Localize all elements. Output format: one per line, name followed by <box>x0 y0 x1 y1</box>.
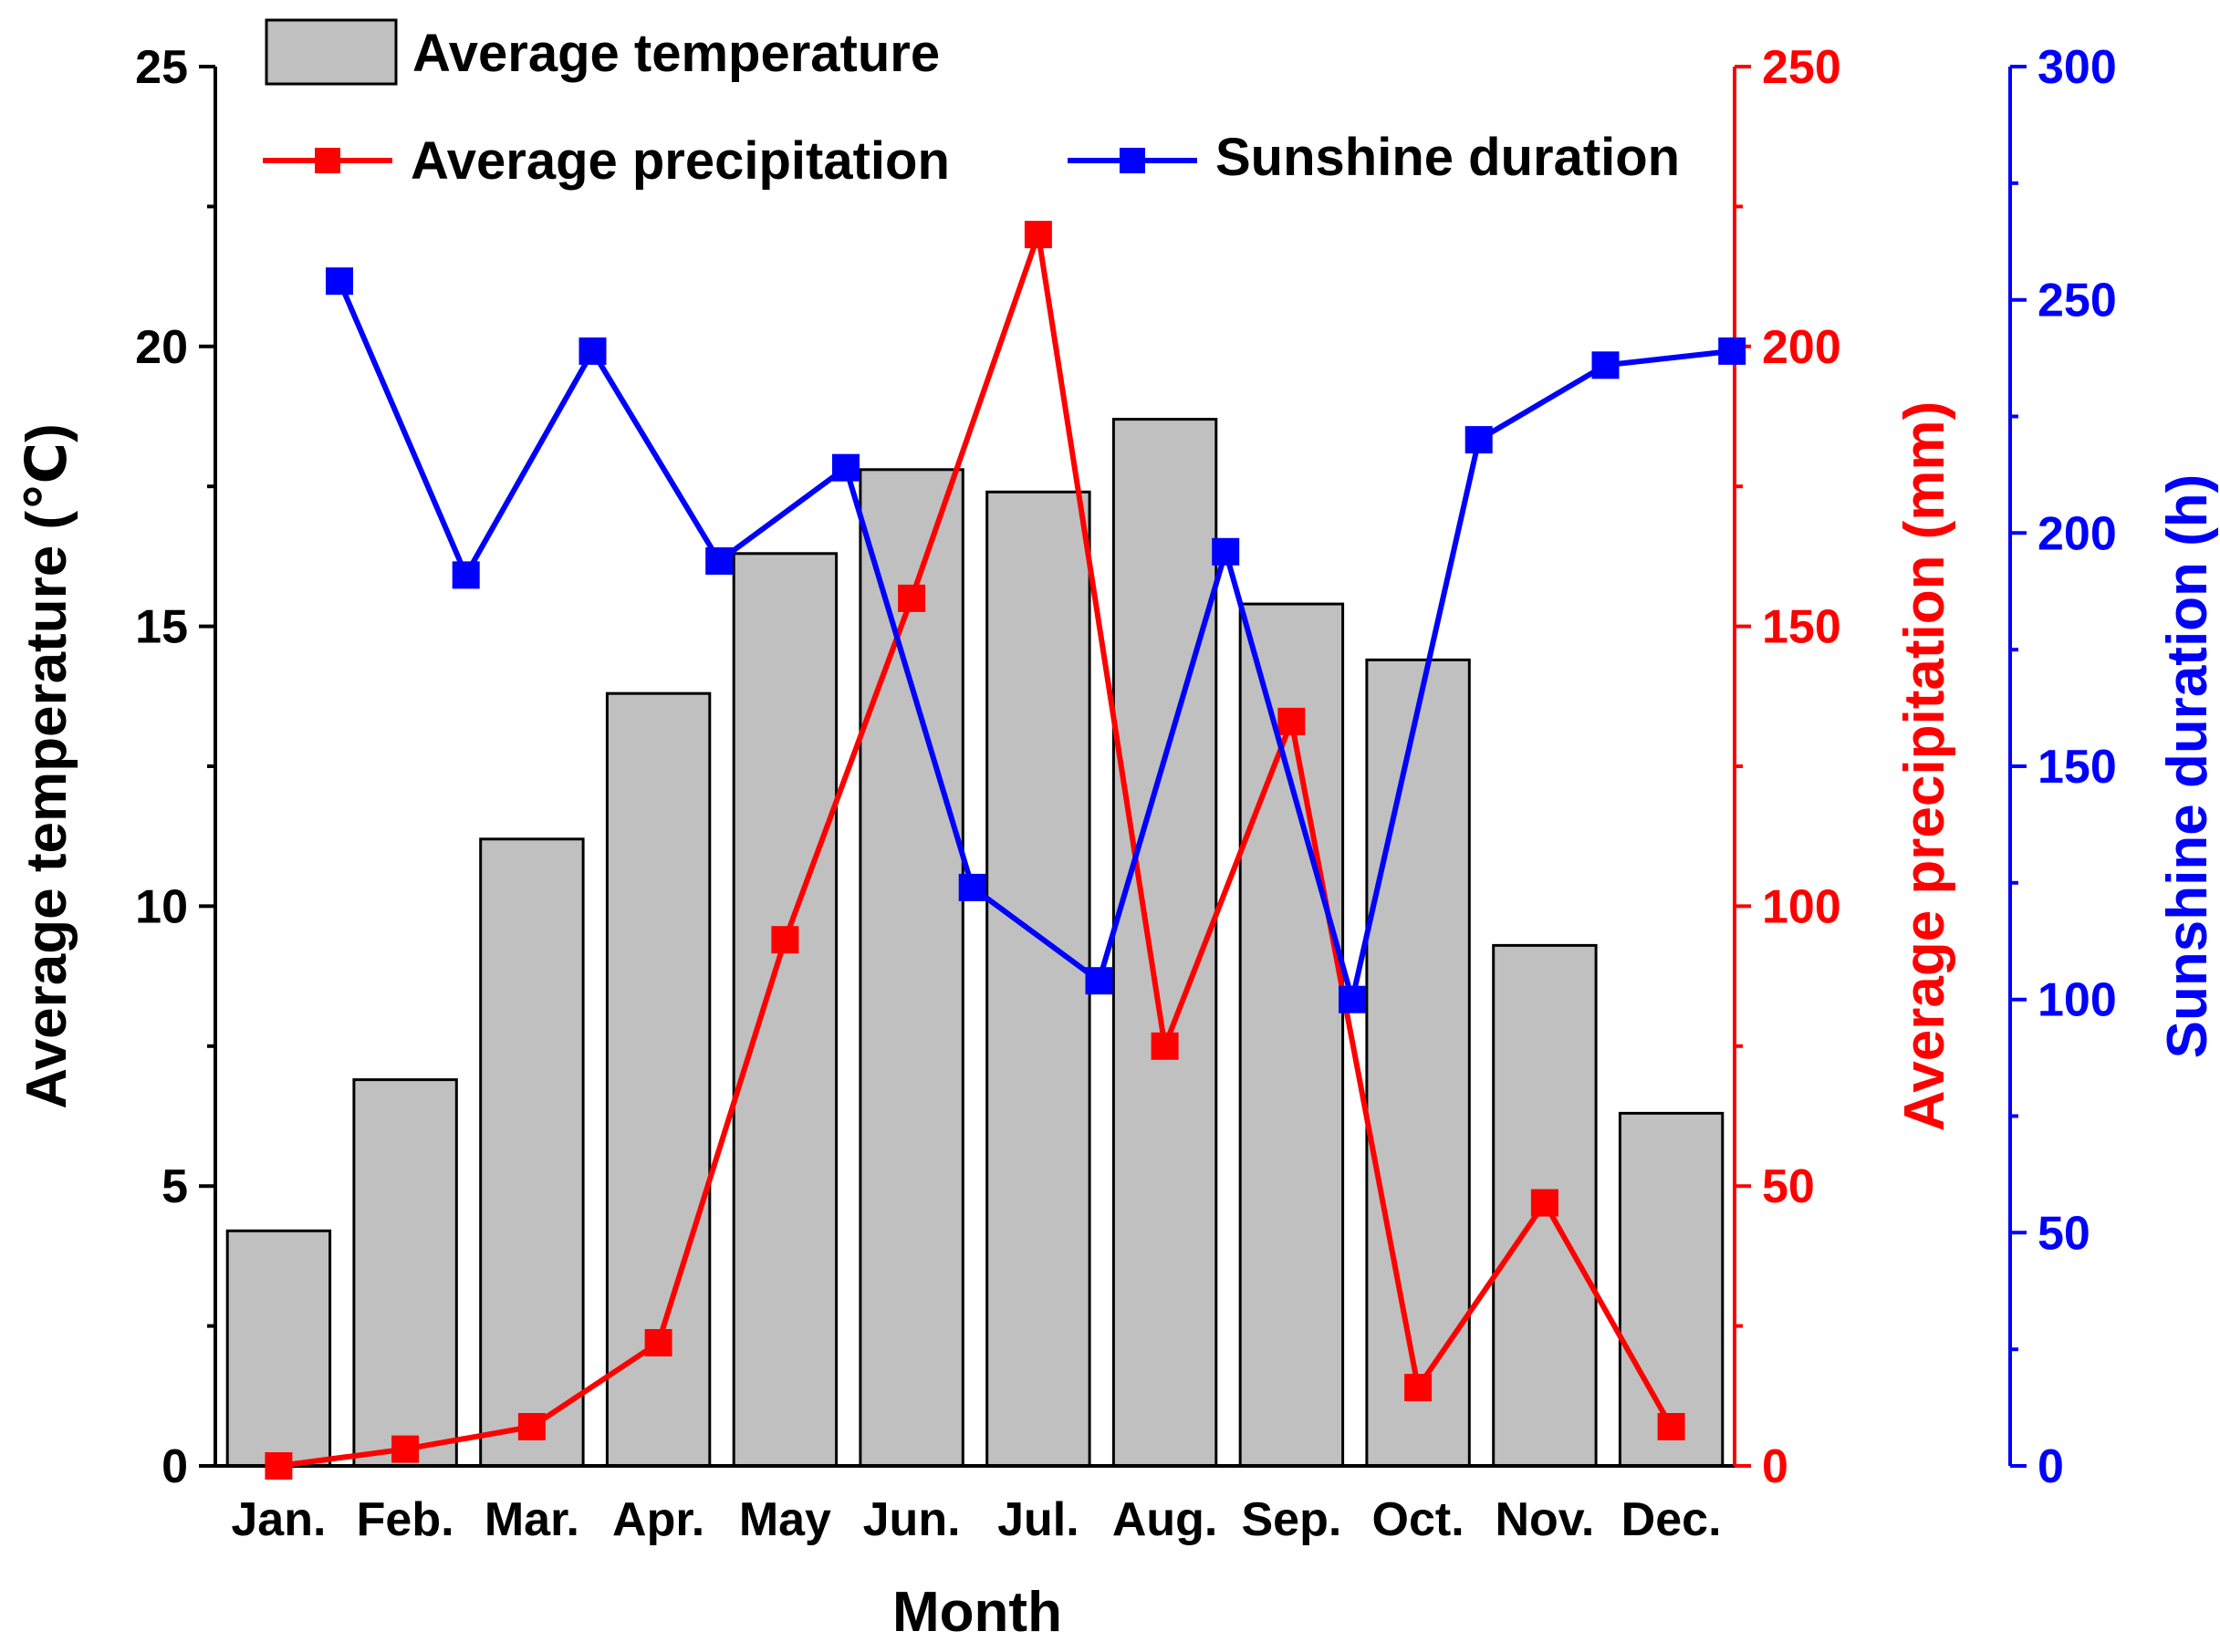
sunshine-marker <box>832 453 860 482</box>
legend-temperature-label: Average temperature <box>412 24 940 83</box>
y-right1-tick-label: 150 <box>1762 601 1841 654</box>
precipitation-marker <box>391 1435 420 1463</box>
precipitation-marker <box>1277 707 1306 735</box>
y-right2-tick-label: 0 <box>2038 1440 2064 1493</box>
legend-precipitation-label: Average precipitation <box>411 131 950 191</box>
temperature-bar <box>1111 418 1218 1468</box>
legend-sunshine-marker <box>1120 148 1145 173</box>
sunshine-marker <box>1591 351 1620 379</box>
y-left-tick-label: 5 <box>162 1160 188 1213</box>
x-tick-label: Jul. <box>997 1493 1079 1546</box>
precipitation-marker <box>1151 1032 1179 1060</box>
sunshine-marker <box>452 561 480 589</box>
x-tick-label: Jan. <box>231 1493 326 1546</box>
temperature-bars <box>225 418 1725 1468</box>
y-left-tick-label: 20 <box>135 321 188 374</box>
y-right1-tick-label: 250 <box>1762 41 1841 94</box>
precipitation-marker <box>1404 1374 1433 1402</box>
temperature-bar <box>732 552 839 1468</box>
temperature-bar <box>479 837 585 1468</box>
y-right2-tick-label: 100 <box>2038 974 2117 1027</box>
x-axis-title: Month <box>892 1581 1062 1644</box>
x-tick-label: Feb. <box>357 1493 454 1546</box>
x-tick-label: Nov. <box>1495 1493 1594 1546</box>
y-axis-left-title: Average temperature (℃) <box>16 423 78 1109</box>
sunshine-marker <box>958 873 986 901</box>
precipitation-marker <box>898 584 926 612</box>
y-right2-tick-label: 250 <box>2038 275 2117 327</box>
sunshine-marker <box>578 337 607 365</box>
precipitation-marker <box>1024 221 1052 249</box>
temperature-bar <box>985 490 1091 1468</box>
y-right2-tick-label: 150 <box>2038 741 2117 794</box>
x-tick-label: Sep. <box>1241 1493 1341 1546</box>
precipitation-marker <box>1657 1413 1685 1440</box>
temperature-bar <box>1618 1111 1725 1468</box>
x-tick-label: Dec. <box>1621 1493 1722 1546</box>
x-tick-label: Aug. <box>1112 1493 1218 1546</box>
precipitation-marker <box>265 1452 293 1480</box>
temperature-bar <box>1365 658 1471 1468</box>
temperature-bar <box>859 468 964 1468</box>
temperature-bar <box>225 1229 332 1468</box>
legend-sunshine-label: Sunshine duration <box>1215 128 1680 187</box>
y-right2-tick-label: 300 <box>2038 41 2117 94</box>
legend: Average temperature Average precipitatio… <box>263 18 1680 191</box>
y-right1-tick-label: 50 <box>1762 1160 1815 1213</box>
precipitation-line <box>278 232 1674 1469</box>
sunshine-marker <box>1339 985 1366 1013</box>
y-axis-right2-title: Sunshine duration (h) <box>2156 474 2219 1059</box>
sunshine-marker <box>1085 967 1113 995</box>
y-right1-tick-label: 200 <box>1762 321 1841 374</box>
precipitation-marker <box>644 1329 672 1356</box>
x-tick-label: Jun. <box>863 1493 961 1546</box>
sunshine-marker <box>326 267 353 296</box>
y-right2-tick-label: 50 <box>2038 1207 2090 1260</box>
legend-temperature-swatch <box>265 18 398 86</box>
y-left-tick-label: 10 <box>135 880 188 933</box>
axes: Jan. Feb. Mar. Apr. May Jun. Jul. Aug. Sep. Oct. N… <box>135 41 2117 1546</box>
y-left-tick-label: 15 <box>135 601 188 654</box>
y-right1-tick-label: 0 <box>1762 1440 1788 1493</box>
y-right1-tick-label: 100 <box>1762 880 1841 933</box>
x-tick-label: May <box>739 1493 831 1546</box>
sunshine-marker <box>1464 426 1493 454</box>
precipitation-marker <box>1530 1189 1558 1217</box>
y-left-tick-label: 25 <box>135 41 188 94</box>
precipitation-marker <box>771 926 799 954</box>
x-tick-label: Apr. <box>612 1493 704 1546</box>
y-right2-tick-label: 200 <box>2038 507 2117 560</box>
temperature-bar <box>352 1078 458 1468</box>
sunshine-line <box>337 280 1733 1003</box>
precipitation-marker <box>517 1413 546 1440</box>
sunshine-marker <box>1718 337 1746 365</box>
x-tick-label: Oct. <box>1372 1493 1464 1546</box>
x-tick-label: Mar. <box>485 1493 579 1546</box>
y-axis-right1-title: Average precipitation (mm) <box>1893 401 1956 1131</box>
sunshine-marker <box>705 547 734 575</box>
y-left-tick-label: 0 <box>162 1440 188 1493</box>
legend-precipitation-marker <box>315 148 340 173</box>
series-lines <box>265 221 1746 1480</box>
sunshine-marker <box>1212 537 1240 566</box>
